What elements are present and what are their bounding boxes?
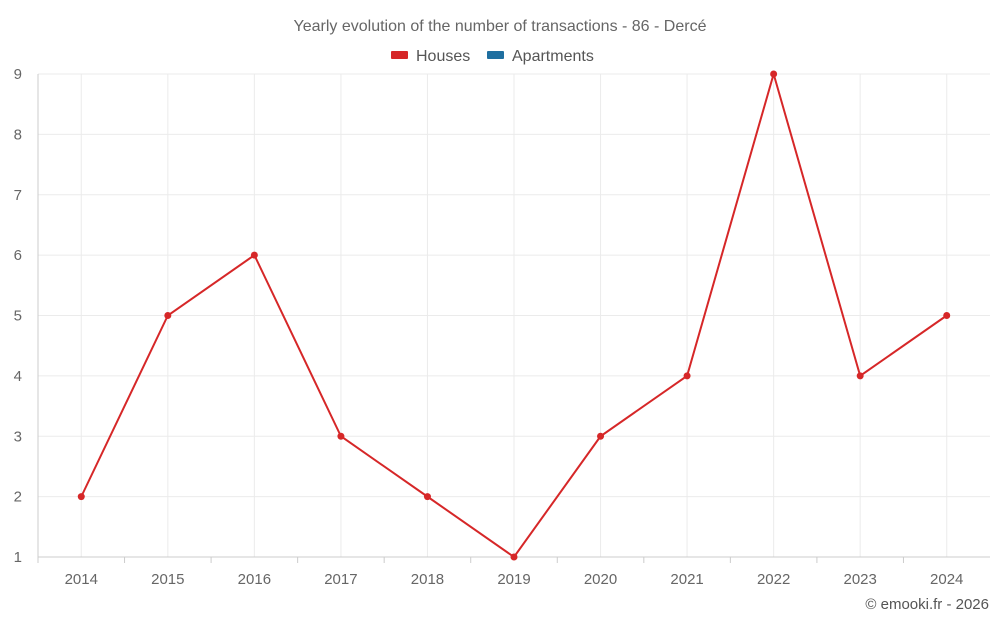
data-point-houses-2017[interactable] bbox=[337, 432, 345, 440]
legend-item-apartments[interactable]: Apartments bbox=[487, 48, 594, 65]
data-point-houses-2014[interactable] bbox=[77, 493, 85, 501]
legend: Houses Apartments bbox=[391, 48, 594, 65]
chart-title: Yearly evolution of the number of transa… bbox=[294, 18, 707, 35]
legend-item-houses[interactable]: Houses bbox=[391, 48, 470, 65]
data-point-houses-2020[interactable] bbox=[597, 432, 605, 440]
data-point-houses-2022[interactable] bbox=[770, 70, 778, 78]
y-tick-label-5: 5 bbox=[14, 308, 22, 325]
y-axis-ticks: 1 2 3 4 5 6 7 8 9 bbox=[14, 66, 22, 566]
y-tick-label-4: 4 bbox=[14, 368, 22, 385]
x-tick-label-2024: 2024 bbox=[930, 571, 963, 588]
x-tick-label-2019: 2019 bbox=[497, 571, 530, 588]
x-tick-label-2022: 2022 bbox=[757, 571, 790, 588]
x-tick-label-2014: 2014 bbox=[65, 571, 98, 588]
x-tick-label-2021: 2021 bbox=[670, 571, 703, 588]
legend-swatch-apartments bbox=[487, 51, 504, 59]
x-axis-ticks: 2014 2015 2016 2017 2018 2019 2020 2021 2022 2023… bbox=[65, 571, 964, 588]
x-tick-label-2020: 2020 bbox=[584, 571, 617, 588]
data-point-houses-2019[interactable] bbox=[510, 553, 518, 561]
data-point-houses-2016[interactable] bbox=[250, 251, 258, 259]
y-tick-label-9: 9 bbox=[14, 66, 22, 83]
data-point-houses-2015[interactable] bbox=[164, 312, 172, 319]
data-point-houses-2023[interactable] bbox=[856, 372, 864, 380]
series-group bbox=[77, 70, 951, 561]
legend-swatch-houses bbox=[391, 51, 408, 59]
y-tick-label-8: 8 bbox=[14, 126, 22, 143]
x-tick-label-2016: 2016 bbox=[238, 571, 271, 588]
y-tick-label-3: 3 bbox=[14, 428, 22, 445]
y-tick-label-6: 6 bbox=[14, 247, 22, 264]
grid bbox=[38, 73, 990, 557]
legend-label-apartments: Apartments bbox=[512, 48, 594, 65]
credit-text: © emooki.fr - 2026 bbox=[865, 596, 989, 613]
y-tick-label-1: 1 bbox=[14, 549, 22, 566]
data-point-houses-2018[interactable] bbox=[423, 493, 431, 501]
x-tick-label-2023: 2023 bbox=[843, 571, 876, 588]
y-tick-label-7: 7 bbox=[14, 187, 22, 204]
data-point-houses-2024[interactable] bbox=[943, 312, 951, 319]
x-tick-label-2018: 2018 bbox=[411, 571, 444, 588]
x-tick-label-2017: 2017 bbox=[324, 571, 357, 588]
legend-label-houses: Houses bbox=[416, 48, 470, 65]
x-tick-label-2015: 2015 bbox=[151, 571, 184, 588]
y-tick-label-2: 2 bbox=[14, 489, 22, 506]
data-point-houses-2021[interactable] bbox=[683, 372, 691, 380]
